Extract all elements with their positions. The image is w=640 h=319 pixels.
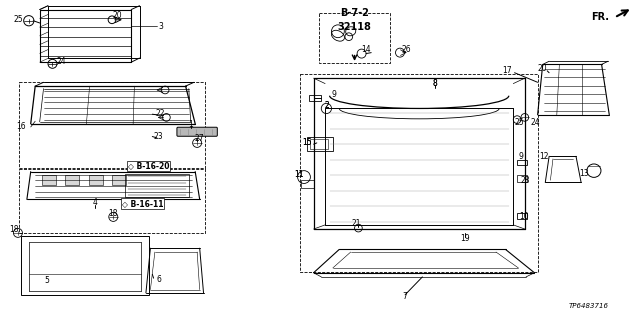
- FancyBboxPatch shape: [177, 127, 218, 136]
- Bar: [88, 175, 102, 185]
- Bar: [19, 169, 205, 233]
- Text: 20: 20: [538, 64, 548, 73]
- Text: 4: 4: [92, 198, 97, 207]
- Text: 11: 11: [294, 170, 303, 179]
- Text: 25: 25: [13, 15, 23, 24]
- Text: 17: 17: [502, 66, 512, 75]
- Text: 14: 14: [361, 45, 371, 54]
- Text: B-7-2: B-7-2: [340, 8, 369, 18]
- Text: TP6483716: TP6483716: [569, 303, 609, 309]
- Bar: [301, 180, 314, 188]
- Bar: [300, 74, 538, 272]
- Text: 11: 11: [294, 170, 303, 179]
- Text: 21: 21: [352, 219, 361, 228]
- Bar: [65, 175, 79, 185]
- Text: 20: 20: [112, 11, 122, 20]
- Text: 16: 16: [16, 122, 26, 131]
- Bar: [112, 175, 126, 185]
- Text: 27: 27: [195, 134, 205, 143]
- Text: 8: 8: [433, 79, 438, 88]
- Text: 19: 19: [460, 234, 470, 243]
- Text: 2: 2: [324, 101, 329, 110]
- Bar: [21, 236, 149, 295]
- Text: 2: 2: [324, 101, 329, 110]
- Text: 8: 8: [433, 79, 438, 88]
- Bar: [309, 95, 321, 101]
- Text: 5: 5: [44, 276, 49, 285]
- Text: 24: 24: [530, 118, 540, 127]
- Text: 15: 15: [302, 138, 312, 147]
- Bar: [517, 175, 527, 182]
- Bar: [42, 175, 56, 185]
- Text: 3: 3: [159, 22, 164, 31]
- Text: 32118: 32118: [338, 22, 371, 32]
- Text: 25: 25: [515, 118, 525, 127]
- Text: 15: 15: [302, 138, 312, 147]
- Bar: [319, 13, 390, 63]
- Text: 24: 24: [56, 57, 67, 66]
- Text: 13: 13: [579, 169, 589, 178]
- Text: ◇ B-16-11: ◇ B-16-11: [122, 199, 163, 208]
- Text: ◇ B-16-20: ◇ B-16-20: [128, 161, 170, 170]
- Bar: [517, 213, 527, 219]
- Text: 12: 12: [540, 152, 548, 161]
- Text: 18: 18: [109, 209, 118, 218]
- Text: 9: 9: [332, 90, 337, 99]
- Bar: [310, 139, 328, 149]
- Text: 23: 23: [153, 132, 163, 141]
- Text: 22: 22: [156, 109, 164, 118]
- Text: 9: 9: [518, 152, 524, 161]
- Bar: [19, 82, 205, 168]
- Text: 7: 7: [403, 292, 408, 301]
- Text: 18: 18: [10, 225, 19, 234]
- Bar: [125, 174, 189, 197]
- Text: 26: 26: [401, 45, 412, 54]
- Bar: [517, 160, 527, 165]
- Text: 10: 10: [518, 212, 529, 221]
- Text: FR.: FR.: [591, 11, 609, 22]
- Bar: [307, 137, 333, 151]
- Text: 6: 6: [156, 275, 161, 284]
- Text: 1: 1: [188, 120, 193, 129]
- Text: 28: 28: [520, 176, 529, 185]
